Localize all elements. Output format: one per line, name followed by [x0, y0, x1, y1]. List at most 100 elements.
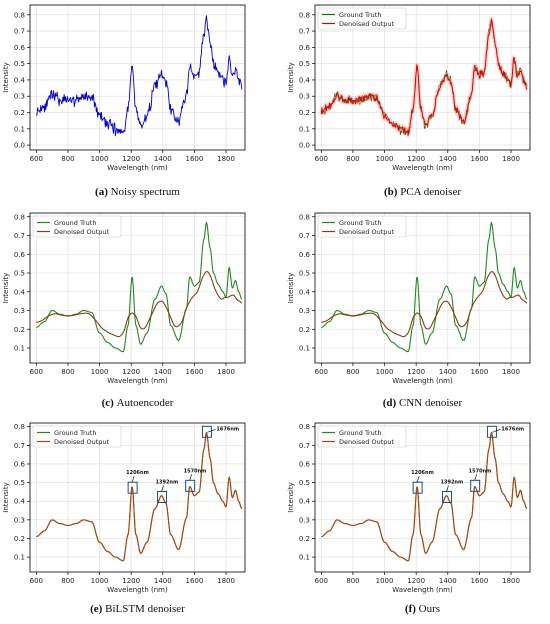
y-tick-label: 0.2	[14, 535, 25, 543]
y-tick-label: 0.6	[14, 44, 26, 52]
y-tick-label: 0.4	[299, 288, 311, 296]
x-tick-label: 1200	[122, 368, 140, 376]
legend-label-truth: Ground Truth	[54, 429, 96, 437]
y-tick-label: 0.7	[299, 442, 310, 450]
y-axis-label: Intensity	[2, 482, 10, 512]
y-axis-label: Intensity	[2, 273, 10, 303]
y-tick-label: 0.4	[14, 288, 26, 296]
y-tick-label: 0.8	[299, 423, 310, 431]
caption-label: (a)	[95, 186, 111, 198]
x-axis-label: Wavelength (nm)	[107, 164, 168, 172]
x-tick-label: 800	[61, 577, 74, 585]
axes-frame	[29, 4, 246, 151]
annotation-arrow	[474, 474, 478, 481]
y-tick-label: 0.6	[14, 460, 26, 468]
axes-frame	[29, 422, 246, 573]
x-tick-label: 600	[315, 577, 328, 585]
x-tick-label: 1200	[407, 368, 425, 376]
x-tick-label: 1400	[154, 155, 172, 163]
y-tick-label: 0.3	[14, 93, 25, 101]
annotation-arrow	[446, 485, 449, 492]
x-tick-label: 1000	[376, 368, 394, 376]
y-tick-label: 0.3	[299, 516, 310, 524]
caption-text: BiLSTM denoiser	[105, 603, 185, 615]
y-tick-label: 0.4	[14, 498, 26, 506]
x-tick-label: 600	[30, 577, 43, 585]
y-tick-label: 0.3	[299, 307, 310, 315]
legend-box	[317, 7, 407, 30]
y-tick-label: 0.0	[299, 142, 310, 150]
axes-frame	[314, 422, 531, 573]
x-tick-label: 800	[61, 155, 74, 163]
y-tick-label: 0.6	[299, 251, 311, 259]
y-tick-label: 0.8	[299, 11, 310, 19]
panel-caption: (e) BiLSTM denoiser	[90, 603, 185, 615]
x-tick-label: 800	[346, 577, 359, 585]
axes-frame	[29, 212, 246, 364]
caption-label: (b)	[384, 186, 400, 198]
peak-box	[201, 425, 212, 438]
y-tick-label: 0.7	[14, 442, 25, 450]
x-tick-label: 1200	[122, 577, 140, 585]
y-axis-label: Intensity	[287, 273, 295, 303]
y-tick-label: 0.2	[299, 535, 310, 543]
x-axis-label: Wavelength (nm)	[107, 586, 168, 594]
x-tick-label: 1600	[470, 368, 488, 376]
x-tick-label: 1800	[502, 155, 520, 163]
y-axis-label: Intensity	[287, 482, 295, 512]
y-tick-label: 0.8	[14, 423, 25, 431]
panel-caption: (b) PCA denoiser	[384, 186, 461, 198]
x-tick-label: 600	[30, 155, 43, 163]
panel-f: 1206nm 1392nm 1570nm 1676nm 600 800 1000 1200 14…	[287, 422, 531, 615]
legend-label-output: Denoised Output	[54, 228, 110, 236]
x-axis-label: Wavelength (nm)	[107, 377, 168, 385]
x-tick-label: 1400	[154, 368, 172, 376]
x-tick-label: 1600	[185, 368, 203, 376]
x-tick-label: 1800	[502, 368, 520, 376]
peak-label: 1392nm	[156, 480, 179, 486]
y-axis-label: Intensity	[287, 62, 295, 92]
legend-box	[317, 425, 407, 448]
panel-a: 600 800 1000 1200 1400 1600 1800 0.0 0.1 0.2 0.3 0.…	[2, 4, 246, 198]
x-tick-label: 600	[315, 155, 328, 163]
peak-label: 1570nm	[184, 468, 207, 474]
peak-label: 1570nm	[469, 468, 492, 474]
caption-text: PCA denoiser	[400, 186, 461, 198]
peak-box	[442, 491, 453, 503]
peak-box	[157, 491, 168, 503]
legend-label-output: Denoised Output	[54, 438, 110, 446]
peak-label: 1206nm	[126, 470, 149, 476]
caption-text: Noisy spectrum	[111, 186, 181, 198]
x-tick-label: 1800	[217, 368, 235, 376]
axes-frame	[314, 4, 531, 151]
series-line	[36, 221, 243, 353]
y-tick-label: 0.3	[14, 516, 25, 524]
y-tick-label: 0.6	[14, 251, 26, 259]
peak-box	[486, 425, 497, 438]
y-tick-label: 0.7	[14, 232, 25, 240]
y-tick-label: 0.4	[14, 76, 26, 84]
annotation-arrow	[131, 476, 135, 483]
x-tick-label: 1800	[217, 577, 235, 585]
x-tick-label: 1800	[502, 577, 520, 585]
x-tick-label: 1800	[217, 155, 235, 163]
y-tick-label: 0.5	[299, 270, 310, 278]
caption-text: CNN denoiser	[399, 397, 463, 409]
y-tick-label: 0.3	[299, 93, 310, 101]
panel-e: 1206nm 1392nm 1570nm 1676nm 600 800 1000 1200 14…	[2, 422, 246, 615]
x-tick-label: 600	[30, 368, 43, 376]
x-tick-label: 1000	[376, 155, 394, 163]
x-tick-label: 1200	[407, 577, 425, 585]
annotation-arrow	[492, 428, 501, 433]
y-tick-label: 0.1	[299, 554, 310, 562]
legend-label-output: Denoised Output	[339, 228, 395, 236]
x-axis-label: Wavelength (nm)	[392, 586, 453, 594]
annotation-arrow	[189, 474, 193, 481]
caption-text: Ours	[419, 603, 440, 615]
x-tick-label: 1600	[470, 155, 488, 163]
series-line	[36, 432, 243, 562]
